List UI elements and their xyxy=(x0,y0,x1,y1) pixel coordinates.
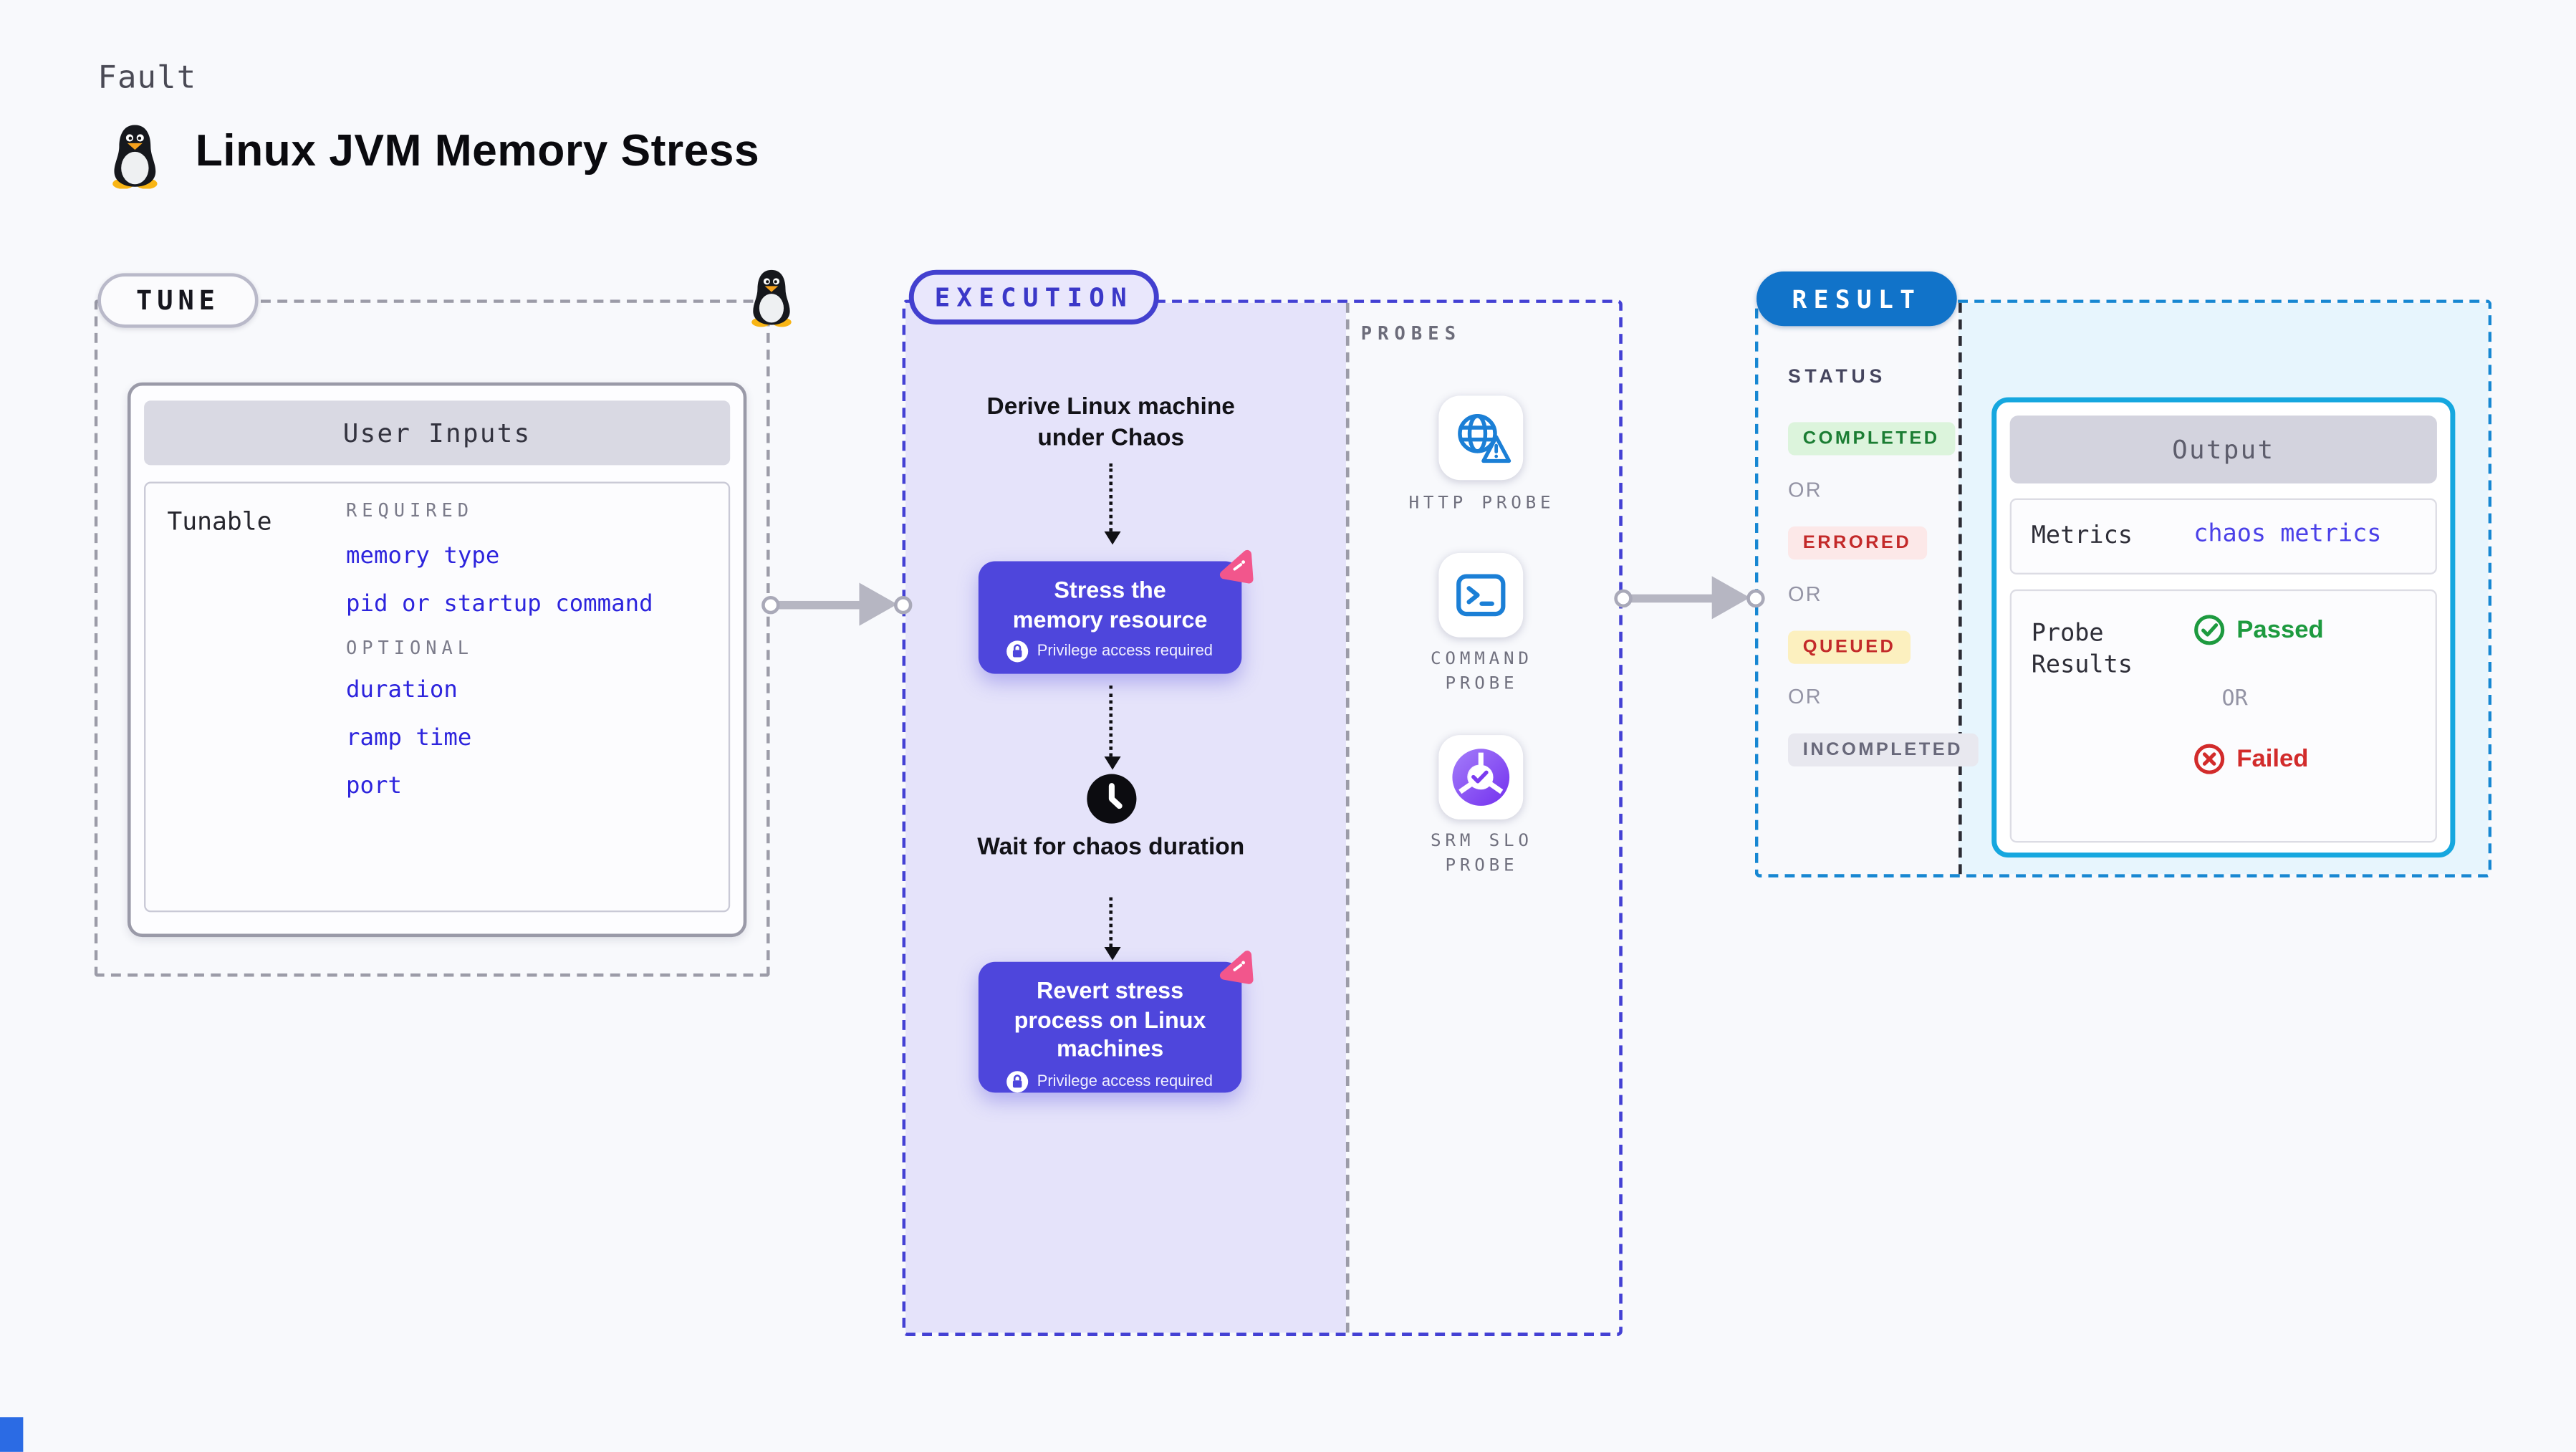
derive-step-text: Derive Linux machine under Chaos xyxy=(986,394,1235,452)
input-port[interactable]: port xyxy=(346,773,402,800)
execution-input-connector xyxy=(893,595,912,614)
chaos-burst-icon xyxy=(1219,549,1254,584)
flow-connector-2-arrowhead xyxy=(1103,756,1120,770)
wait-step-text: Wait for chaos duration xyxy=(977,834,1245,861)
result-input-connector xyxy=(1746,588,1764,607)
lock-icon xyxy=(1007,1070,1029,1092)
execution-output-connector xyxy=(1613,588,1632,607)
output-title: Output xyxy=(2009,415,2437,484)
output-card: Output Metrics chaos metrics Probe Resul… xyxy=(1991,397,2456,858)
passed-label: Passed xyxy=(2236,615,2324,645)
flow-connector-3 xyxy=(1109,897,1113,947)
execution-to-result-arrowhead xyxy=(1711,576,1750,620)
tune-pill: TUNE xyxy=(97,273,259,328)
user-inputs-card: User Inputs Tunable REQUIRED memory type… xyxy=(127,382,747,938)
verdict-or-label: OR xyxy=(2221,687,2248,712)
lock-icon xyxy=(1007,640,1029,663)
required-heading: REQUIRED xyxy=(346,499,474,521)
probe-results-label: Probe Results xyxy=(2031,620,2133,679)
flow-connector-3-arrowhead xyxy=(1103,946,1120,961)
status-or-label: OR xyxy=(1787,582,1822,606)
input-duration[interactable]: duration xyxy=(346,677,458,704)
donut-check-icon xyxy=(1452,749,1510,806)
user-inputs-body: Tunable REQUIRED memory type pid or star… xyxy=(144,481,731,913)
x-circle-icon xyxy=(2194,744,2225,774)
failed-verdict: Failed xyxy=(2193,744,2309,775)
tune-output-connector xyxy=(760,595,779,614)
flow-connector-1 xyxy=(1109,463,1113,532)
failed-label: Failed xyxy=(2236,744,2309,774)
terminal-icon xyxy=(1456,574,1506,617)
revert-step-label: Revert stress process on Linux machines xyxy=(1014,976,1206,1062)
globe-alert-icon xyxy=(1457,414,1511,463)
flow-connector-2 xyxy=(1109,685,1113,757)
command-probe-tile xyxy=(1438,552,1524,638)
revert-stress-step-card: Revert stress process on Linux machines … xyxy=(978,951,1254,1093)
input-memory-type[interactable]: memory type xyxy=(346,543,500,570)
metrics-value[interactable]: chaos metrics xyxy=(2193,521,2382,548)
result-pill: RESULT xyxy=(1756,271,1957,327)
input-ramp-time[interactable]: ramp time xyxy=(346,725,472,752)
status-badge-completed: COMPLETED xyxy=(1787,422,1955,456)
corner-accent xyxy=(0,1417,24,1452)
privilege-note: Privilege access required xyxy=(1037,1072,1213,1090)
optional-heading: OPTIONAL xyxy=(346,637,474,659)
status-badge-errored: ERRORED xyxy=(1787,526,1927,560)
input-pid-or-startup-command[interactable]: pid or startup command xyxy=(346,591,653,618)
status-heading: STATUS xyxy=(1787,367,1887,388)
probes-heading: PROBES xyxy=(1360,322,1462,345)
tunable-inputs-column: REQUIRED memory type pid or startup comm… xyxy=(346,484,720,910)
privilege-row: Privilege access required xyxy=(1007,640,1213,663)
check-circle-icon xyxy=(2194,615,2225,645)
tux-penguin-icon xyxy=(112,125,158,189)
tune-section-box xyxy=(94,299,770,977)
user-inputs-title: User Inputs xyxy=(144,400,731,466)
command-probe-label: COMMAND PROBE xyxy=(1431,648,1533,694)
fault-eyebrow: Fault xyxy=(97,59,197,97)
tune-to-execution-arrow xyxy=(771,600,861,609)
page-title: Linux JVM Memory Stress xyxy=(195,125,760,176)
tux-penguin-small-icon xyxy=(751,269,792,327)
stress-step-label: Stress the memory resource xyxy=(1012,576,1208,632)
tunable-label: Tunable xyxy=(167,506,272,537)
probes-divider xyxy=(1345,302,1350,1333)
probe-results-row: Probe Results Passed OR Failed xyxy=(2009,589,2437,843)
stress-memory-step-card: Stress the memory resource Privilege acc… xyxy=(978,549,1254,674)
status-badge-incompleted: INCOMPLETED xyxy=(1787,733,1978,767)
passed-verdict: Passed xyxy=(2193,614,2324,645)
srm-slo-probe-tile xyxy=(1438,735,1524,819)
status-or-label: OR xyxy=(1787,685,1822,709)
metrics-label: Metrics xyxy=(2031,523,2133,550)
tune-to-execution-arrowhead xyxy=(859,582,898,626)
execution-to-result-arrow xyxy=(1624,593,1714,602)
http-probe-tile xyxy=(1438,395,1524,481)
wait-clock-icon xyxy=(1087,774,1137,824)
srm-slo-probe-label: SRM SLO PROBE xyxy=(1431,831,1533,876)
execution-pill: EXECUTION xyxy=(908,269,1159,324)
flow-connector-1-arrowhead xyxy=(1103,531,1120,545)
status-or-label: OR xyxy=(1787,478,1822,502)
status-output-divider xyxy=(1959,302,1962,875)
metrics-row: Metrics chaos metrics xyxy=(2009,498,2437,574)
privilege-note: Privilege access required xyxy=(1037,642,1213,661)
http-probe-label: HTTP PROBE xyxy=(1408,493,1555,514)
status-badge-queued: QUEUED xyxy=(1787,630,1911,664)
chaos-burst-icon xyxy=(1219,951,1254,984)
privilege-row: Privilege access required xyxy=(1007,1070,1213,1092)
